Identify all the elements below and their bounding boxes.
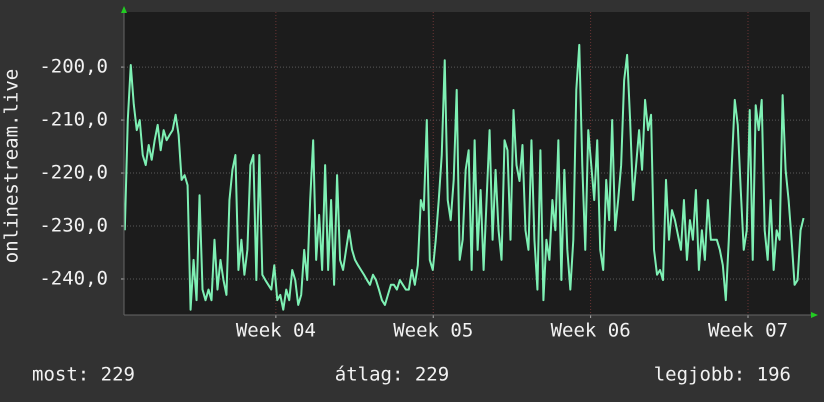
x-tick-label: Week 05 xyxy=(393,320,473,342)
grid xyxy=(121,12,810,318)
x-tick-label: Week 07 xyxy=(708,320,788,342)
y-tick-label: -240,0 xyxy=(39,267,108,289)
data-line xyxy=(123,43,805,311)
stat-best: legjobb: 196 xyxy=(654,364,791,386)
x-tick-label: Week 04 xyxy=(236,320,316,342)
y-tick-label: -200,0 xyxy=(39,56,108,78)
y-tick-label: -220,0 xyxy=(39,162,108,184)
y-tick-label: -230,0 xyxy=(39,215,108,237)
y-axis-arrow xyxy=(121,6,127,13)
x-axis-arrow xyxy=(811,312,818,318)
marks xyxy=(123,43,805,311)
y-tick-label: -210,0 xyxy=(39,109,108,131)
y-axis-label: onlinestream.live xyxy=(1,69,23,263)
x-tick-label: Week 06 xyxy=(551,320,631,342)
stat-current: most: 229 xyxy=(32,364,135,386)
stat-average: átlag: 229 xyxy=(335,364,449,386)
